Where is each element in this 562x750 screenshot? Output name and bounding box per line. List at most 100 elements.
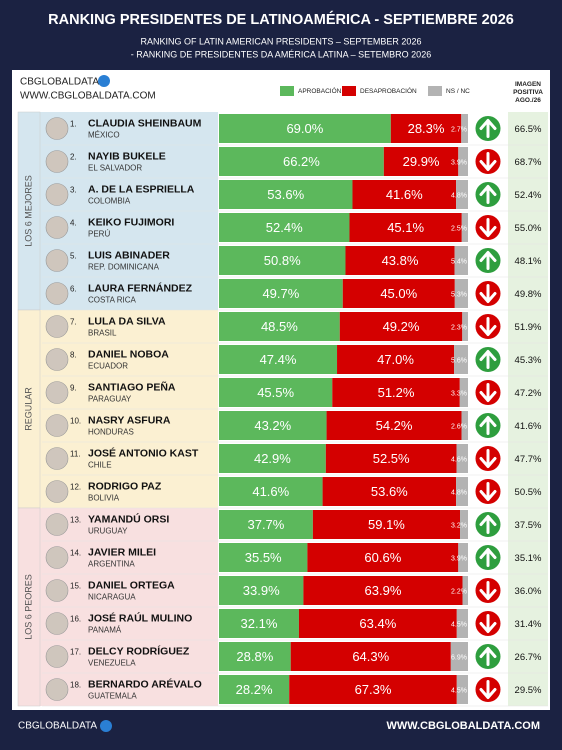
rank: 4. [70, 219, 77, 228]
photo [45, 579, 69, 602]
bar-segment [219, 576, 304, 605]
photo [45, 117, 69, 140]
bar-segment [456, 444, 468, 473]
legend-swatch [342, 86, 356, 96]
bar-segment [458, 543, 468, 572]
bar-segment [219, 510, 313, 539]
country: PERÚ [88, 230, 110, 239]
value-label: 29.9% [403, 154, 440, 169]
bar-segment [325, 444, 457, 473]
value-label: 66.2% [283, 154, 320, 169]
name: LAURA FERNÁNDEZ [88, 281, 193, 294]
bar-segment [307, 543, 459, 572]
image-value: 51.9% [515, 322, 542, 333]
name: DELCY RODRÍGUEZ [88, 644, 190, 657]
group-strip [17, 507, 41, 707]
name: DANIEL NOBOA [88, 348, 169, 360]
country: ECUADOR [88, 362, 128, 371]
trend-arrow [479, 383, 497, 402]
value-label: 3.9% [451, 555, 467, 562]
rank: 13. [70, 516, 81, 525]
bar-segment [219, 180, 353, 209]
value-label: 51.2% [378, 385, 415, 400]
value-label: 3.9% [451, 159, 467, 166]
value-label: 60.6% [364, 550, 401, 565]
value-label: 64.3% [352, 649, 389, 664]
name: DANIEL ORTEGA [88, 579, 175, 591]
rank: 1. [70, 120, 77, 129]
name: KEIKO FUJIMORI [88, 216, 174, 228]
trend-arrow [479, 350, 497, 369]
bar-segment [461, 213, 468, 242]
rank: 5. [70, 252, 77, 261]
bar-segment [219, 312, 340, 341]
rank: 7. [70, 318, 77, 327]
value-label: 4.8% [451, 192, 467, 199]
bar-segment [303, 576, 463, 605]
rank: 9. [70, 384, 77, 393]
name: YAMANDÚ ORSI [88, 512, 169, 525]
bar-segment [298, 609, 457, 638]
image-value: 66.5% [515, 124, 542, 135]
trend-arrow [479, 317, 497, 336]
photo [45, 612, 69, 635]
photo [45, 678, 69, 701]
image-value: 26.7% [515, 652, 542, 663]
name: JOSÉ RAÚL MULINO [88, 611, 192, 624]
photo [45, 480, 69, 503]
footer-website: WWW.CBGLOBALDATA.COM [386, 720, 540, 732]
value-label: 5.3% [451, 291, 467, 298]
rank: 2. [70, 153, 77, 162]
image-value: 50.5% [515, 487, 542, 498]
verified-icon [98, 75, 110, 87]
trend-arrow [479, 515, 497, 534]
country: MÉXICO [88, 131, 120, 140]
image-value: 31.4% [515, 619, 542, 630]
value-label: 43.2% [254, 418, 291, 433]
value-label: 2.2% [451, 588, 467, 595]
name: NAYIB BUKELE [88, 150, 166, 162]
value-label: 52.4% [266, 220, 303, 235]
image-value: 68.7% [515, 157, 542, 168]
photo [45, 381, 69, 404]
value-label: 3.2% [451, 522, 467, 529]
rank: 6. [70, 285, 77, 294]
bar-segment [461, 411, 468, 440]
trend-arrow [479, 119, 497, 138]
value-label: 28.3% [408, 121, 445, 136]
bar-segment [289, 675, 457, 704]
value-label: 53.6% [371, 484, 408, 499]
value-label: 69.0% [286, 121, 323, 136]
bar-segment [456, 477, 468, 506]
legend-label: APROBACIÓN [298, 86, 342, 95]
bar-segment [383, 147, 459, 176]
bar-segment [219, 609, 299, 638]
trend-arrow [479, 218, 497, 237]
image-value: 45.3% [515, 355, 542, 366]
bar-segment [456, 675, 468, 704]
photo [45, 150, 69, 173]
legend-label: DESAPROBACIÓN [360, 86, 417, 95]
rank: 11. [70, 450, 81, 459]
bar-segment [219, 675, 290, 704]
value-label: 33.9% [243, 583, 280, 598]
brand: CBGLOBALDATA [20, 77, 99, 88]
bar-segment [312, 510, 461, 539]
rank: 15. [70, 582, 81, 591]
photo [45, 546, 69, 569]
value-label: 45.1% [387, 220, 424, 235]
country: PARAGUAY [88, 395, 132, 404]
value-label: 41.6% [252, 484, 289, 499]
photo [45, 249, 69, 272]
bar-segment [219, 114, 391, 143]
value-label: 2.6% [451, 423, 467, 430]
value-label: 2.3% [451, 324, 467, 331]
value-label: 5.6% [451, 357, 467, 364]
value-label: 2.7% [451, 126, 467, 133]
value-label: 41.6% [386, 187, 423, 202]
country: BOLIVIA [88, 494, 120, 503]
trend-arrow [479, 548, 497, 567]
country: BRASIL [88, 329, 117, 338]
photo [45, 216, 69, 239]
